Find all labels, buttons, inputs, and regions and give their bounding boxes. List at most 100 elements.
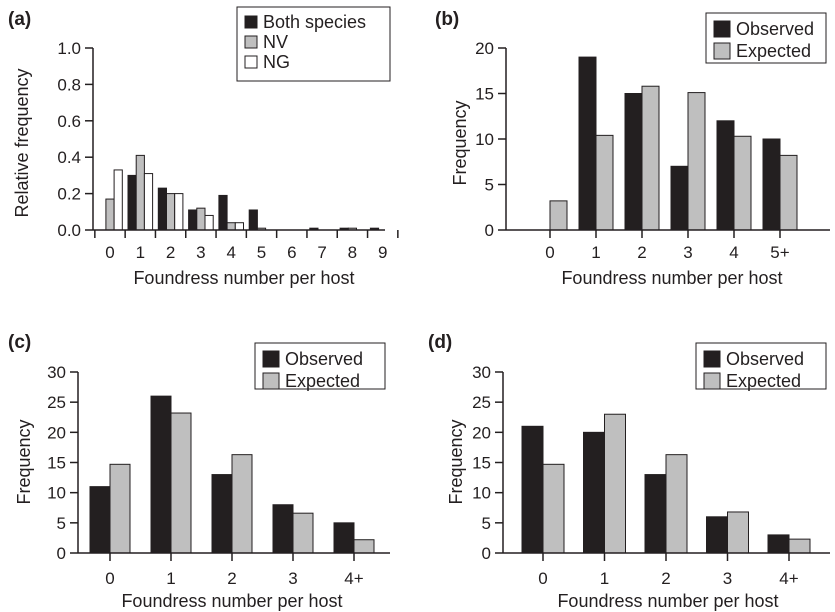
y-tick-label: 20	[472, 423, 491, 442]
bar	[542, 463, 565, 554]
y-axis-title: Frequency	[446, 419, 466, 504]
legend-label: Both species	[263, 12, 366, 32]
legend-swatch	[244, 35, 258, 49]
bar	[196, 207, 206, 231]
bar	[234, 222, 245, 231]
panel-label: (a)	[8, 9, 31, 30]
bar	[157, 187, 168, 231]
x-tick-label: 2	[227, 569, 236, 588]
y-tick-label: 0.0	[57, 221, 81, 240]
bar	[665, 454, 688, 554]
y-tick-label: 0	[57, 544, 66, 563]
y-tick-label: 10	[472, 484, 491, 503]
x-tick-label: 5	[257, 243, 266, 262]
bar	[670, 165, 689, 231]
bar	[549, 200, 568, 231]
x-tick-label: 7	[317, 243, 326, 262]
bar	[109, 463, 131, 554]
x-tick-label: 6	[287, 243, 296, 262]
y-tick-label: 25	[472, 393, 491, 412]
x-tick-label: 1	[166, 569, 175, 588]
bar	[595, 134, 614, 231]
bar	[113, 169, 123, 231]
x-tick-label: 4	[226, 243, 235, 262]
bar	[727, 511, 749, 554]
legend-swatch	[244, 55, 258, 69]
x-axis-title: Foundress number per host	[557, 591, 778, 611]
y-tick-label: 0.2	[57, 185, 81, 204]
y-tick-label: 15	[47, 454, 66, 473]
legend-label: NG	[263, 52, 290, 72]
x-tick-label: 0	[538, 569, 547, 588]
bar	[762, 138, 781, 231]
legend-swatch	[262, 372, 280, 390]
y-tick-label: 0	[485, 221, 494, 240]
bar	[231, 454, 253, 554]
legend-swatch	[703, 372, 721, 390]
legend-label: NV	[263, 32, 288, 52]
x-tick-label: 0	[105, 243, 114, 262]
bar	[788, 538, 811, 554]
y-axis-title: Frequency	[450, 100, 470, 185]
y-tick-label: 5	[57, 514, 66, 533]
bar	[218, 194, 228, 231]
bar	[767, 534, 790, 554]
panel-label: (c)	[8, 332, 31, 353]
x-tick-label: 8	[348, 243, 357, 262]
bar	[211, 474, 233, 554]
y-tick-label: 15	[475, 85, 494, 104]
bar	[143, 173, 154, 231]
x-tick-label: 3	[723, 569, 732, 588]
x-axis-title: Foundress number per host	[133, 268, 354, 288]
legend-box	[236, 6, 391, 82]
x-tick-label: 3	[683, 243, 692, 262]
x-tick-label: 3	[196, 243, 205, 262]
bar	[706, 516, 728, 554]
y-tick-label: 10	[47, 484, 66, 503]
x-axis-title: Foundress number per host	[121, 591, 342, 611]
bar	[105, 198, 115, 231]
bar	[204, 214, 214, 231]
chart-panel: (a) 0.0 0.2 0.4 0.6 0.8 1.0 0 1 2 3 4 5 6 7 8 9 Foundress…	[8, 6, 399, 288]
y-tick-label: 1.0	[57, 39, 81, 58]
bar	[292, 512, 314, 554]
x-tick-label: 3	[288, 569, 297, 588]
legend-label: Expected	[736, 41, 811, 61]
bar	[135, 154, 145, 231]
bar	[521, 425, 544, 554]
x-tick-label: 9	[378, 243, 387, 262]
bar	[624, 93, 643, 231]
bar	[127, 174, 137, 231]
bar	[353, 539, 375, 554]
y-tick-label: 30	[47, 363, 66, 382]
x-tick-label: 0	[105, 569, 114, 588]
x-tick-label: 1	[600, 569, 609, 588]
x-tick-label: 4+	[344, 569, 363, 588]
chart-panel: (d) 0 5 10 15 20 25 30 0 1 2 3 4+Foundress number pe…	[428, 332, 830, 611]
bar	[188, 209, 198, 231]
x-tick-label: 1	[136, 243, 145, 262]
x-axis-title: Foundress number per host	[561, 268, 782, 288]
bar	[578, 56, 597, 231]
y-tick-label: 30	[472, 363, 491, 382]
panel-label: (d)	[428, 332, 452, 353]
bar	[779, 154, 798, 231]
bar	[733, 135, 752, 231]
y-tick-label: 0	[482, 544, 491, 563]
legend-label: Observed	[736, 19, 814, 39]
legend-swatch	[713, 42, 731, 60]
y-tick-label: 0.6	[57, 112, 81, 131]
y-tick-label: 5	[485, 176, 494, 195]
y-tick-label: 0.8	[57, 75, 81, 94]
bar	[333, 522, 355, 554]
x-tick-label: 2	[637, 243, 646, 262]
bar	[166, 193, 176, 231]
x-tick-label: 2	[166, 243, 175, 262]
legend-swatch	[262, 350, 280, 368]
y-tick-label: 10	[475, 130, 494, 149]
